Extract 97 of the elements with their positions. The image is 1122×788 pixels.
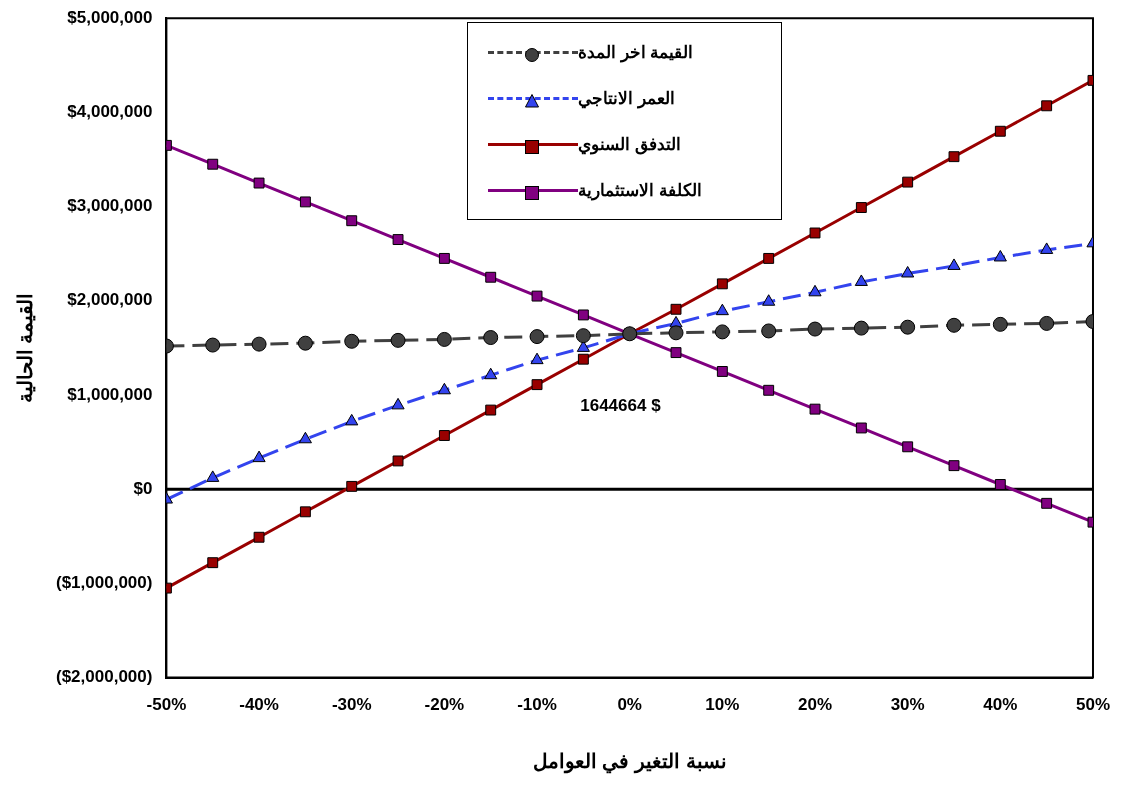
y-tick-label: $0 xyxy=(133,478,153,498)
point xyxy=(994,479,1006,490)
point xyxy=(531,290,543,302)
point xyxy=(436,331,452,347)
point xyxy=(298,431,312,444)
point xyxy=(207,557,219,569)
point xyxy=(946,317,962,333)
point xyxy=(346,480,358,492)
point xyxy=(715,303,729,316)
point xyxy=(392,234,404,246)
point xyxy=(1040,242,1054,254)
point xyxy=(807,321,823,337)
point xyxy=(484,367,498,380)
point xyxy=(438,252,450,264)
point xyxy=(855,422,867,434)
x-tick-label: 40% xyxy=(983,695,1018,715)
x-axis-title: نسبة التغير في العوامل xyxy=(532,749,727,774)
point xyxy=(948,151,960,163)
y-tick-label: $2,000,000 xyxy=(67,290,153,310)
point xyxy=(1041,100,1053,112)
point xyxy=(299,196,311,208)
y-tick-label: $4,000,000 xyxy=(67,102,153,122)
point xyxy=(437,382,451,395)
point xyxy=(299,506,311,518)
x-tick-label: -40% xyxy=(239,695,279,715)
legend-label: التدفق السنوي xyxy=(578,133,681,155)
point xyxy=(297,335,313,351)
point xyxy=(808,284,822,297)
x-tick-label: -50% xyxy=(146,695,187,715)
y-tick-label: $5,000,000 xyxy=(67,7,153,27)
x-tick-label: 50% xyxy=(1075,695,1110,715)
x-tick-label: 0% xyxy=(617,695,642,715)
point xyxy=(902,176,914,188)
point xyxy=(992,316,1008,332)
point xyxy=(763,384,775,396)
x-tick-label: 20% xyxy=(798,695,833,715)
x-tick-label: -30% xyxy=(331,695,372,715)
y-tick-label: $3,000,000 xyxy=(67,196,153,216)
point xyxy=(947,258,961,270)
point xyxy=(390,332,406,348)
point xyxy=(900,319,916,335)
point xyxy=(716,278,728,290)
annotation: 1644664 $ xyxy=(580,395,662,415)
point xyxy=(483,330,499,346)
point xyxy=(485,404,497,416)
point xyxy=(670,303,682,315)
point xyxy=(575,328,591,344)
point xyxy=(670,347,682,359)
point xyxy=(668,325,684,341)
point xyxy=(206,470,220,482)
point xyxy=(207,158,219,170)
point xyxy=(577,353,589,365)
point xyxy=(763,252,775,264)
point xyxy=(854,274,868,286)
point xyxy=(346,215,358,227)
point xyxy=(948,460,960,472)
point xyxy=(1039,315,1055,331)
point xyxy=(809,403,821,415)
point xyxy=(344,333,360,349)
point xyxy=(345,413,359,426)
point xyxy=(761,323,777,339)
point xyxy=(253,531,265,543)
point xyxy=(901,265,915,278)
point xyxy=(531,379,543,391)
point xyxy=(714,324,730,340)
point xyxy=(392,455,404,467)
point xyxy=(762,294,776,306)
point xyxy=(855,202,867,213)
y-tick-label: ($2,000,000) xyxy=(56,667,153,687)
point xyxy=(252,450,266,463)
point xyxy=(391,397,405,410)
legend-label: القيمة اخر المدة xyxy=(578,41,694,63)
point xyxy=(809,227,821,239)
x-tick-label: -20% xyxy=(424,695,465,715)
y-tick-label: $1,000,000 xyxy=(67,384,153,404)
legend-label: العمر الانتاجي xyxy=(578,87,675,109)
point xyxy=(251,336,267,352)
point xyxy=(993,249,1007,262)
point xyxy=(577,309,589,321)
point xyxy=(1041,497,1053,509)
point xyxy=(853,320,869,336)
y-axis-title: القيمة الحالية xyxy=(13,292,36,404)
point xyxy=(716,366,728,377)
x-tick-label: 10% xyxy=(705,695,740,715)
y-tick-label: ($1,000,000) xyxy=(56,573,153,593)
point xyxy=(576,340,590,352)
legend-label: الكلفة الاستثمارية xyxy=(578,179,702,201)
point xyxy=(994,125,1006,137)
point xyxy=(438,430,450,441)
point xyxy=(205,337,221,353)
x-tick-label: 30% xyxy=(890,695,925,715)
point xyxy=(253,177,265,189)
point xyxy=(902,441,914,453)
point xyxy=(529,329,545,345)
point xyxy=(530,352,544,365)
x-tick-label: -10% xyxy=(517,695,557,715)
point xyxy=(485,271,497,283)
